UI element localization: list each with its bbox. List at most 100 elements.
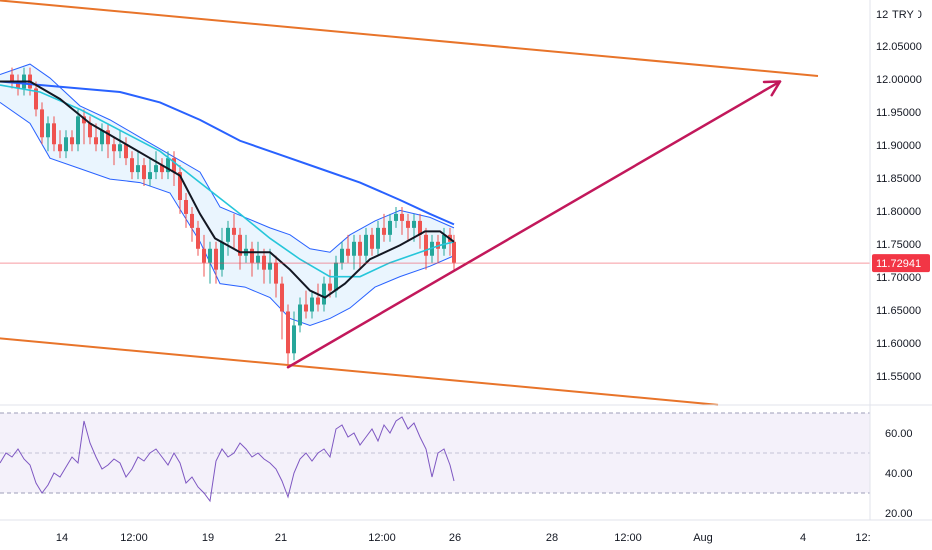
candle[interactable] [280,276,284,340]
main-pane[interactable] [0,0,870,406]
candle-body [400,213,404,221]
candle[interactable] [100,123,104,152]
candle[interactable] [202,234,206,277]
candle-body [142,165,146,180]
candle[interactable] [340,241,344,270]
candle-body [412,220,416,228]
candle[interactable] [88,116,92,145]
last-price-value: 11.72941 [876,258,921,270]
candle[interactable] [400,206,404,235]
candle[interactable] [220,227,224,277]
candle-body [322,283,326,305]
candle[interactable] [136,151,140,180]
candle[interactable] [364,227,368,263]
candle[interactable] [82,109,86,145]
candle[interactable] [346,234,350,263]
candle[interactable] [46,116,50,152]
candle-body [154,165,158,173]
candle-body [328,283,332,291]
time-tick-label: 12:00 [120,532,148,544]
candle[interactable] [124,137,128,166]
currency-badge[interactable] [888,7,918,22]
candle-body [148,172,152,180]
last-price-tag[interactable] [872,254,930,273]
candle[interactable] [196,220,200,256]
candle[interactable] [388,213,392,242]
bollinger-lower-line[interactable] [0,102,455,326]
candle[interactable] [166,151,170,180]
candle[interactable] [292,311,296,361]
candle[interactable] [106,123,110,159]
candle-body [442,234,446,249]
candle[interactable] [298,297,302,333]
candle[interactable] [442,227,446,256]
candle[interactable] [418,213,422,249]
candle[interactable] [382,213,386,242]
candle[interactable] [154,151,158,180]
candle[interactable] [70,130,74,152]
candle[interactable] [16,74,20,96]
candle-body [64,137,68,152]
candle-body [358,241,362,256]
time-axis[interactable]: 14 12:00 19 21 12:00 26 28 12:00 Aug 4 12: [0,519,932,544]
candle[interactable] [160,158,164,180]
rsi-tick-label: 20.00 [885,508,913,520]
candle[interactable] [370,227,374,256]
rsi-axis[interactable]: 60.00 40.00 20.00 [885,428,913,520]
candle[interactable] [52,116,56,152]
candle[interactable] [130,151,134,180]
moving-average-mid[interactable] [0,80,455,299]
candle[interactable] [112,137,116,166]
rsi-pane[interactable] [0,404,932,503]
candle[interactable] [268,248,272,284]
candle[interactable] [94,123,98,152]
candle-body [160,165,164,173]
candle[interactable] [10,67,14,89]
candle-body [310,297,314,312]
candle-body [250,248,254,263]
candle[interactable] [178,165,182,214]
candle-body [166,158,170,173]
candle[interactable] [316,283,320,312]
candle[interactable] [250,241,254,277]
candle[interactable] [310,290,314,319]
candle[interactable] [226,220,230,256]
moving-average-slow[interactable] [0,80,455,226]
candle[interactable] [58,130,62,159]
candle[interactable] [190,206,194,242]
candle[interactable] [394,206,398,228]
candle[interactable] [34,81,38,117]
candle[interactable] [184,193,188,228]
candle[interactable] [352,234,356,270]
candle[interactable] [148,158,152,187]
price-tick-label: 12.05000 [876,41,922,53]
candle[interactable] [376,220,380,256]
candle[interactable] [142,158,146,187]
candle[interactable] [304,290,308,319]
candle[interactable] [172,151,176,187]
candle[interactable] [406,213,410,242]
candle[interactable] [322,276,326,312]
candle-body [226,227,230,242]
candle-body [112,144,116,152]
candle[interactable] [256,241,260,270]
projection-arrow-line[interactable] [286,80,782,369]
candle-body [46,123,50,138]
candle[interactable] [358,234,362,270]
candle[interactable] [232,213,236,249]
candle[interactable] [76,109,80,152]
candle[interactable] [118,130,122,159]
candle[interactable] [64,130,68,159]
moving-average-fast[interactable] [0,84,455,278]
candle[interactable] [40,102,44,145]
channel-upper-trendline[interactable] [0,0,819,77]
rsi-line[interactable] [0,416,455,503]
price-tick-label: 11.55000 [876,371,921,383]
price-axis[interactable]: 11.7294112.1000012.0500012.0000011.95000… [869,0,930,520]
candle-body [292,325,296,354]
candle[interactable] [286,304,290,368]
candle-body [202,248,206,263]
channel-lower-trendline[interactable] [0,337,719,406]
candle-body [88,123,92,138]
